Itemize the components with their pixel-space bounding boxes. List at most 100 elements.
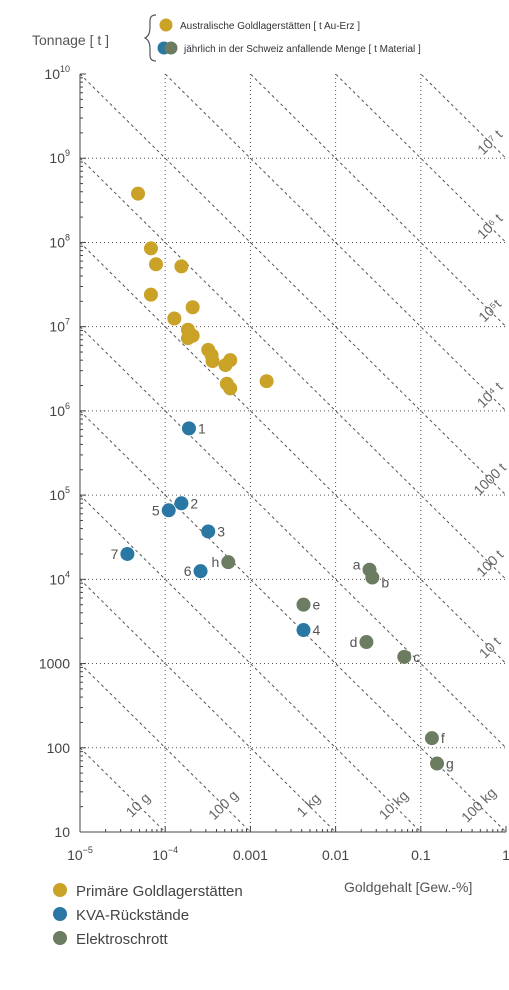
y-tick-label: 109 — [49, 148, 70, 166]
y-tick-label: 104 — [49, 569, 70, 587]
data-point-label: 3 — [217, 523, 225, 539]
data-point — [143, 241, 158, 256]
data-point — [181, 421, 196, 436]
x-tick-label: 0.1 — [411, 847, 431, 863]
data-point-label: b — [381, 575, 389, 591]
y-tick-base: 10 — [49, 571, 65, 587]
data-point — [397, 649, 412, 664]
data-point — [259, 374, 274, 389]
y-tick-base: 10 — [49, 150, 65, 166]
data-point — [296, 623, 311, 638]
y-tick-label: 100 — [47, 740, 71, 756]
iso-line — [80, 410, 506, 832]
y-tick-label: 107 — [49, 317, 70, 335]
data-point — [120, 546, 135, 561]
x-tick-base: 10 — [67, 847, 83, 863]
x-tick-label: 10−5 — [67, 845, 93, 863]
y-tick-base: 1000 — [39, 656, 70, 672]
y-tick-base: 10 — [49, 403, 65, 419]
iso-line — [80, 747, 166, 832]
y-tick-label: 10 — [54, 824, 70, 840]
y-tick-base: 10 — [49, 319, 65, 335]
data-point — [185, 300, 200, 315]
data-point — [296, 597, 311, 612]
y-tick-label: 108 — [49, 232, 70, 250]
legend-top-gold-text: Australische Goldlagerstätten [ t Au-Erz… — [180, 21, 360, 32]
x-tick-base: 10 — [152, 847, 168, 863]
data-point — [365, 570, 380, 585]
bottom-legend: Primäre Goldlagerstätten KVA-Rückstände … — [53, 883, 243, 948]
data-point — [193, 564, 208, 579]
y-tick-base: 10 — [44, 66, 60, 82]
y-tick-label: 105 — [49, 485, 70, 503]
data-point-label: e — [313, 597, 321, 613]
point-labels: 1 2 3 4 5 6 7 a b c d e fg h — [111, 420, 454, 771]
x-tick-exponent: −4 — [168, 845, 178, 855]
y-tick-exponent: 4 — [65, 569, 70, 579]
iso-lines — [80, 74, 506, 832]
x-axis-label: Goldgehalt [Gew.-%] — [344, 879, 472, 895]
data-point-label: a — [353, 557, 361, 573]
y-tick-exponent: 9 — [65, 148, 70, 158]
y-tick-exponent: 8 — [65, 232, 70, 242]
legend-kva-marker — [53, 907, 67, 921]
y-axis-label: Tonnage [ t ] — [32, 32, 109, 48]
iso-line — [80, 494, 422, 832]
iso-line — [80, 578, 336, 832]
y-tick-label: 1010 — [44, 64, 70, 82]
data-point — [143, 287, 158, 302]
data-point — [174, 259, 189, 274]
x-tick-base: 0.1 — [411, 847, 431, 863]
iso-line-label: 1 kg — [293, 790, 323, 820]
legend-elektro-text: Elektroschrott — [76, 931, 169, 948]
x-tick-base: 1 — [502, 847, 509, 863]
iso-line — [80, 242, 506, 665]
y-tick-base: 100 — [47, 740, 71, 756]
legend-kva-text: KVA-Rückstände — [76, 907, 189, 924]
y-tick-base: 10 — [49, 234, 65, 250]
data-point — [174, 496, 189, 511]
legend-brace-icon — [143, 14, 157, 62]
data-point — [359, 635, 374, 650]
data-point — [218, 358, 233, 373]
legend-gold-marker — [53, 883, 67, 897]
data-point — [201, 524, 216, 539]
y-tick-base: 10 — [54, 824, 70, 840]
data-point — [205, 354, 220, 369]
data-point — [149, 257, 164, 272]
legend-gold-text: Primäre Goldlagerstätten — [76, 883, 243, 900]
iso-line — [80, 74, 506, 496]
data-point-label: 2 — [190, 495, 198, 511]
x-tick-label: 0.001 — [233, 847, 268, 863]
y-tick-exponent: 6 — [65, 401, 70, 411]
data-point-label: c — [413, 649, 420, 665]
y-tick-label: 1000 — [39, 656, 70, 672]
data-point-label: h — [211, 554, 219, 570]
y-tick-base: 10 — [49, 487, 65, 503]
data-point-label: f — [441, 730, 445, 746]
x-tick-base: 0.001 — [233, 847, 268, 863]
data-point-label: 7 — [111, 546, 119, 562]
y-tick-exponent: 5 — [65, 485, 70, 495]
legend-top-elektro-marker — [164, 41, 178, 55]
y-tick-exponent: 10 — [60, 64, 70, 74]
data-point-label: 1 — [198, 420, 206, 436]
x-tick-label: 1 — [502, 847, 509, 863]
data-point-label: 4 — [313, 622, 321, 638]
iso-line — [80, 663, 251, 832]
top-legend: Australische Goldlagerstätten [ t Au-Erz… — [143, 14, 421, 62]
x-tick-label: 10−4 — [152, 845, 178, 863]
data-point-label: g — [446, 756, 454, 772]
data-point-label: 5 — [152, 502, 160, 518]
legend-top-schweiz-text: jährlich in der Schweiz anfallende Menge… — [183, 44, 421, 55]
data-point-label: 6 — [184, 563, 192, 579]
data-point-label: d — [350, 634, 358, 650]
data-point — [167, 311, 182, 326]
x-tick-base: 0.01 — [322, 847, 349, 863]
legend-elektro-marker — [53, 931, 67, 945]
grid — [80, 74, 506, 832]
y-tick-label: 106 — [49, 401, 70, 419]
data-point — [131, 186, 146, 201]
